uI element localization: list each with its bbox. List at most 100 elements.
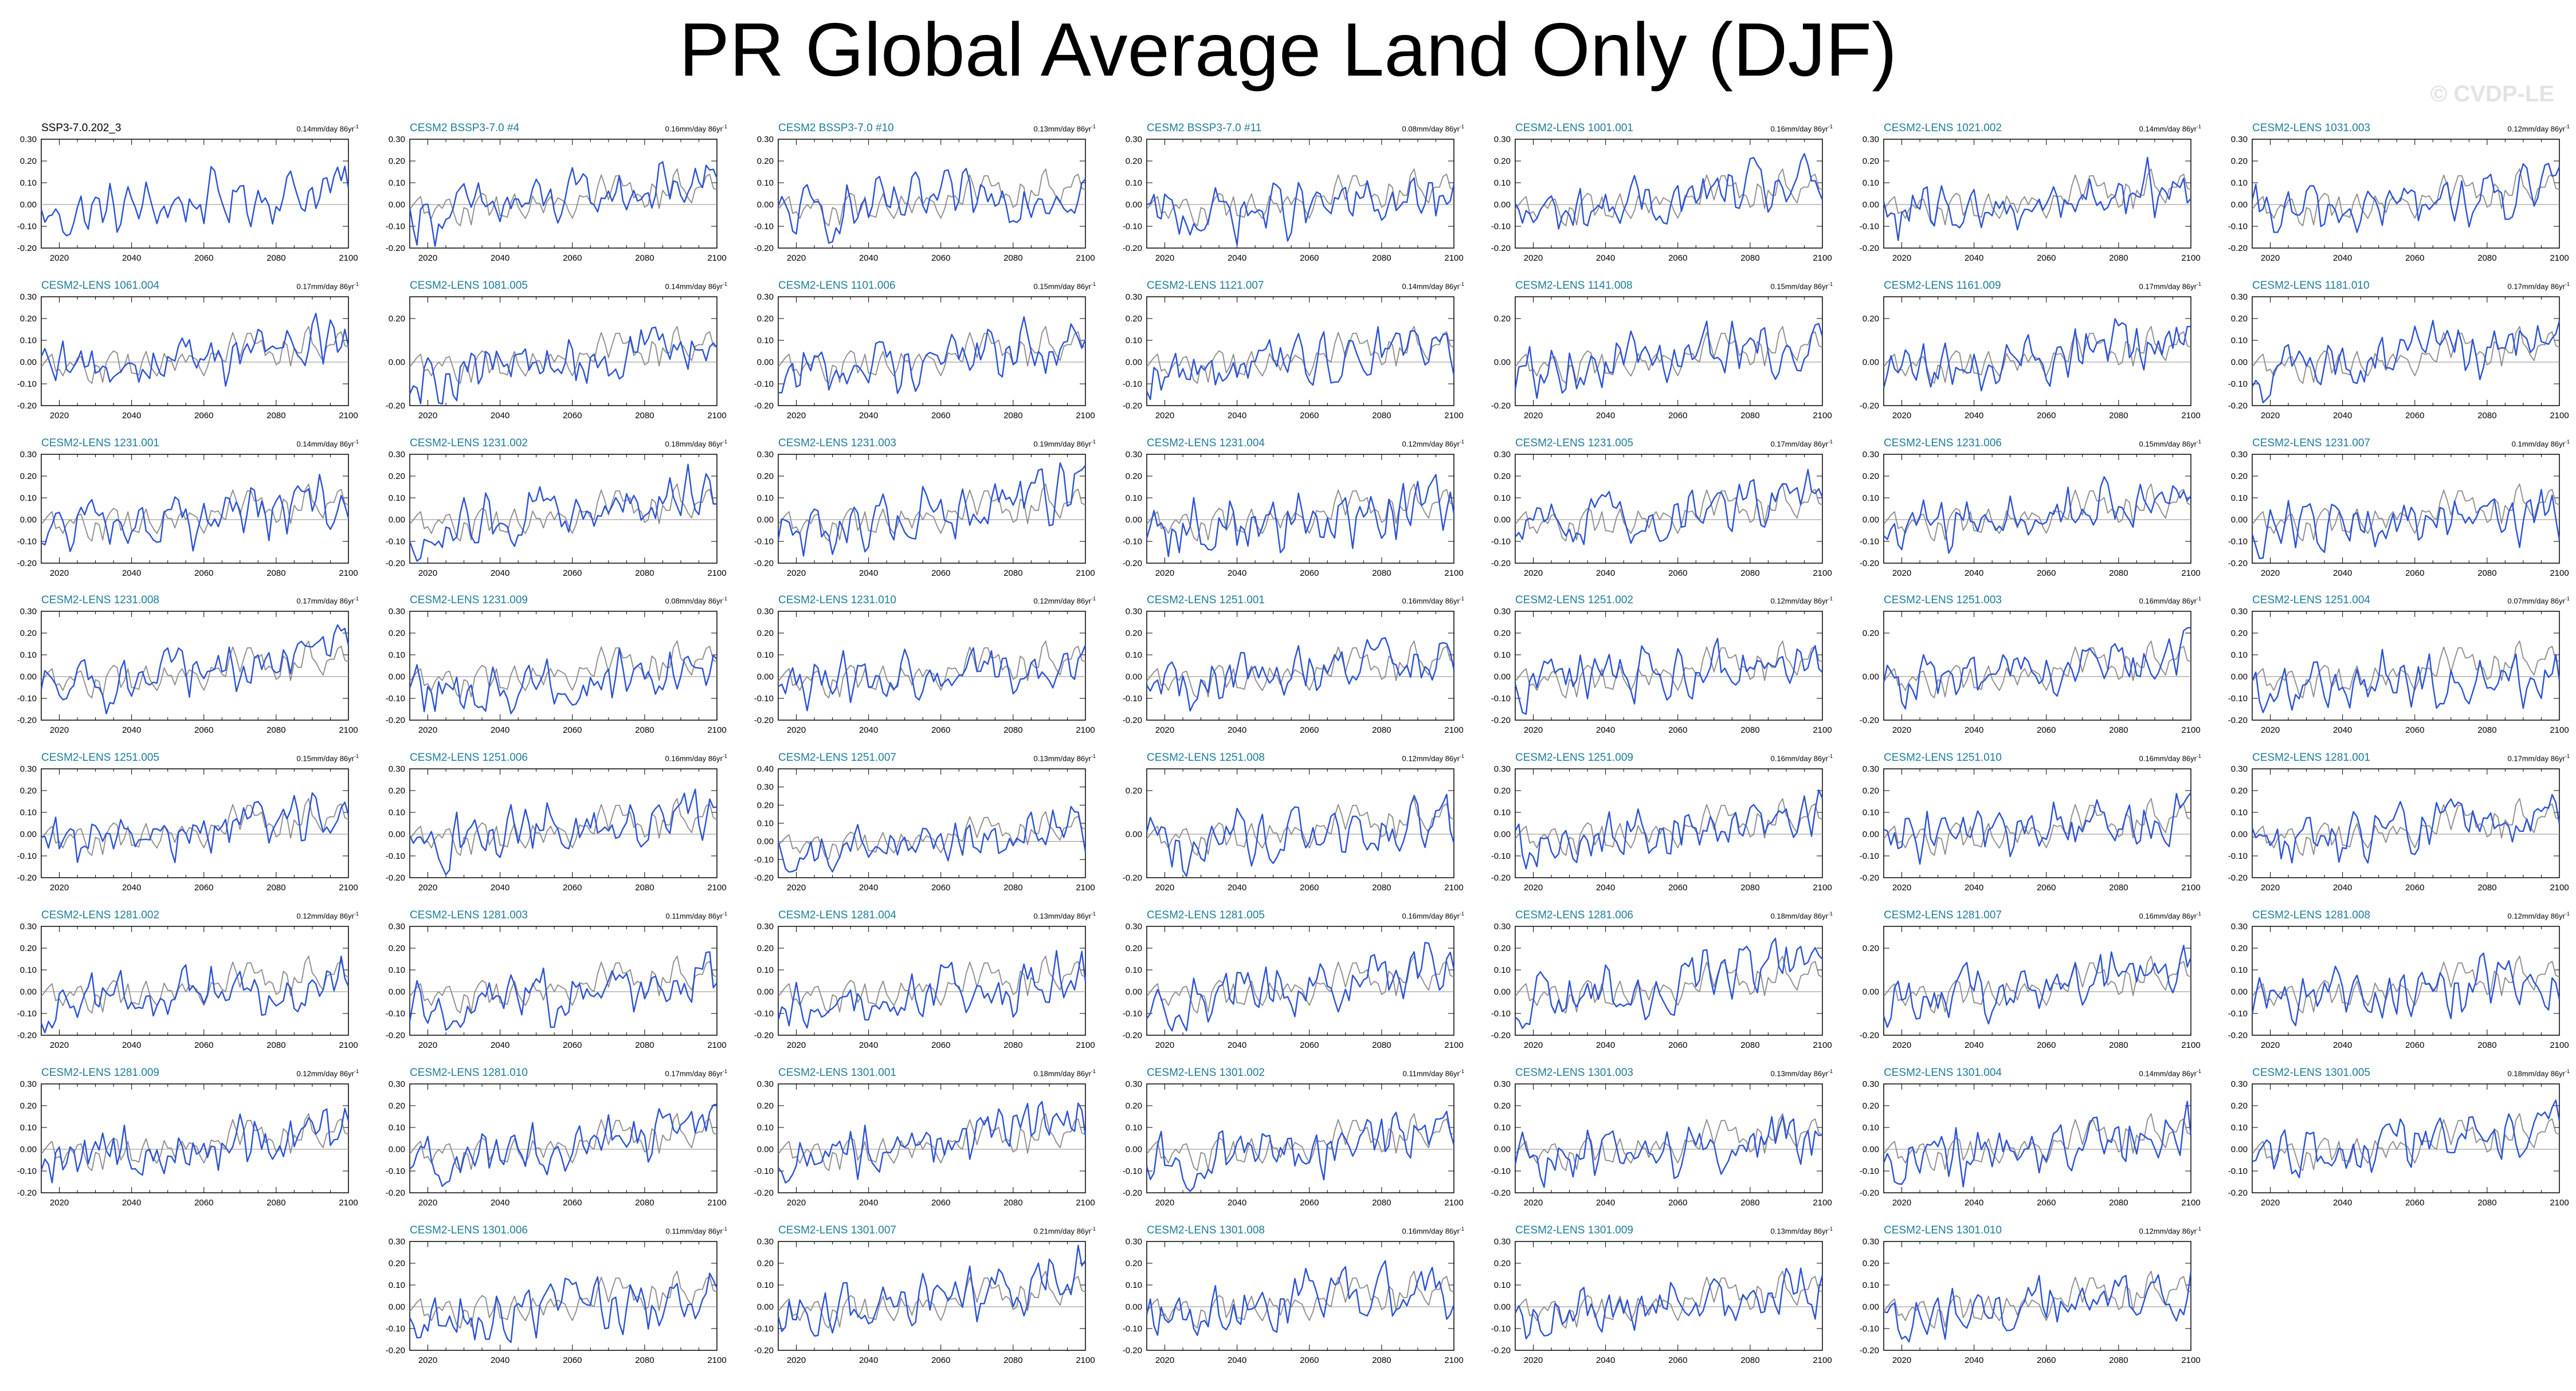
x-tick-label: 2040 <box>491 883 509 893</box>
y-tick-label: 0.10 <box>1863 1123 1879 1133</box>
x-tick-label: 2020 <box>50 883 69 893</box>
axes-frame <box>1515 1241 1823 1351</box>
y-tick-label: -0.20 <box>2228 716 2248 725</box>
y-tick-label: 0.20 <box>20 314 37 324</box>
chart-title: CESM2-LENS 1301.010 <box>1884 1224 2002 1236</box>
observation-series-line <box>409 956 717 1014</box>
y-tick-label: -0.20 <box>386 243 405 253</box>
trend-label: 0.13mm/day 86yr-1 <box>1034 124 1096 133</box>
x-tick-label: 2100 <box>1444 1198 1463 1208</box>
y-tick-label: 0.20 <box>1126 1101 1142 1111</box>
axes-frame <box>1146 768 1454 878</box>
x-tick-label: 2020 <box>787 1198 806 1208</box>
x-tick-label: 2080 <box>2109 1198 2128 1208</box>
chart-svg: 2020 2040 2060 2080 2100 -0.20 -0.10 0.00 0.10 0.… <box>1491 1079 1832 1208</box>
trend-label: 0.11mm/day 86yr-1 <box>666 1226 727 1235</box>
x-tick-label: 2020 <box>1892 1040 1911 1050</box>
chart-panel: CESM2 BSSP3-7.0 #11 0.08mm/day 86yr-1 2020… <box>1105 122 1472 277</box>
chart-panel: CESM2-LENS 1301.010 0.12mm/day 86yr-1 2020… <box>1842 1224 2209 1379</box>
y-tick-label: -0.20 <box>1123 1031 1142 1040</box>
chart-panel: CESM2-LENS 1281.010 0.17mm/day 86yr-1 2020… <box>368 1067 735 1221</box>
chart-svg: 2020 2040 2060 2080 2100 -0.20 -0.10 0.00 0.10 0.… <box>2228 450 2569 578</box>
x-tick-label: 2060 <box>1300 411 1319 421</box>
x-tick-label: 2060 <box>194 1040 213 1050</box>
y-tick-label: 0.20 <box>1494 786 1511 796</box>
x-tick-label: 2100 <box>1076 1198 1095 1208</box>
y-tick-label: -0.10 <box>754 222 774 231</box>
axes-frame <box>409 768 717 878</box>
y-tick-label: 0.30 <box>1126 1079 1142 1089</box>
trend-label: 0.12mm/day 86yr-1 <box>2139 1226 2201 1235</box>
chart-title: CESM2-LENS 1251.005 <box>41 752 159 764</box>
trend-label: 0.12mm/day 86yr-1 <box>297 911 359 920</box>
y-tick-label: 0.10 <box>389 650 405 660</box>
x-tick-label: 2080 <box>635 1355 654 1365</box>
trend-exponent: -1 <box>722 596 727 602</box>
y-tick-label: 0.20 <box>757 944 774 953</box>
observation-series-line <box>2252 326 2560 384</box>
chart-panel: CESM2 BSSP3-7.0 #10 0.13mm/day 86yr-1 2020… <box>737 122 1104 277</box>
observation-series-line <box>1883 641 2191 699</box>
y-tick-label: -0.20 <box>2228 873 2248 883</box>
y-tick-label: 0.10 <box>1494 493 1511 503</box>
trend-label: 0.17mm/day 86yr-1 <box>297 596 359 605</box>
chart-svg: 2020 2040 2060 2080 2100 -0.20 -0.10 0.00 0.10 0.… <box>17 922 358 1050</box>
chart-panel: CESM2-LENS 1251.010 0.16mm/day 86yr-1 2020… <box>1842 752 2209 906</box>
y-tick-label: -0.10 <box>1123 1324 1142 1334</box>
y-tick-label: -0.20 <box>17 559 37 568</box>
y-tick-label: 0.40 <box>757 764 774 774</box>
x-tick-label: 2100 <box>339 411 358 421</box>
y-tick-label: 0.30 <box>1494 764 1511 774</box>
chart-title: CESM2-LENS 1281.004 <box>778 909 896 921</box>
y-tick-label: -0.20 <box>1860 1031 1879 1040</box>
trend-label: 0.15mm/day 86yr-1 <box>2139 439 2201 448</box>
y-tick-label: -0.10 <box>2228 379 2248 389</box>
y-tick-label: -0.10 <box>2228 851 2248 861</box>
chart-panel: CESM2-LENS 1281.009 0.12mm/day 86yr-1 2020… <box>0 1067 367 1221</box>
y-tick-label: 0.30 <box>757 292 774 302</box>
y-tick-label: 0.00 <box>1863 1302 1879 1312</box>
y-tick-label: 0.30 <box>1126 292 1142 302</box>
axes-frame <box>1515 1083 1823 1193</box>
x-tick-label: 2060 <box>1300 568 1319 578</box>
y-tick-label: 0.30 <box>1126 1237 1142 1247</box>
x-tick-label: 2020 <box>1892 253 1911 263</box>
y-tick-label: 0.20 <box>1863 314 1879 324</box>
y-tick-label: 0.20 <box>2231 786 2248 796</box>
x-tick-label: 2100 <box>339 725 358 735</box>
axes-frame <box>409 454 717 564</box>
trend-value: 0.13mm/day 86yr <box>1033 754 1091 763</box>
x-tick-label: 2020 <box>2261 1198 2280 1208</box>
x-tick-label: 2060 <box>2037 253 2056 263</box>
y-tick-label: 0.10 <box>1126 650 1142 660</box>
y-tick-label: -0.20 <box>386 716 405 725</box>
chart-svg: 2020 2040 2060 2080 2100 -0.20 -0.10 0.00 0.10 0.… <box>1860 764 2201 893</box>
chart-svg: 2020 2040 2060 2080 2100 -0.20 0.00 0.20 <box>1860 926 2201 1050</box>
trend-exponent: -1 <box>2196 1068 2201 1074</box>
x-tick-label: 2020 <box>1155 883 1174 893</box>
chart-svg: 2020 2040 2060 2080 2100 -0.20 0.00 0.20 <box>386 296 727 421</box>
y-tick-label: 0.20 <box>1494 314 1511 324</box>
chart-panel: CESM2-LENS 1231.003 0.19mm/day 86yr-1 2020… <box>737 437 1104 592</box>
x-tick-label: 2060 <box>194 883 213 893</box>
observation-series-line <box>1515 484 1823 542</box>
observation-series-line <box>1883 326 2191 384</box>
chart-panel: CESM2-LENS 1301.005 0.18mm/day 86yr-1 2020… <box>2211 1067 2576 1221</box>
trend-exponent: -1 <box>1459 281 1464 287</box>
axes-frame <box>41 926 349 1036</box>
trend-exponent: -1 <box>2196 596 2201 602</box>
axes-frame <box>2252 139 2560 249</box>
x-tick-label: 2020 <box>787 253 806 263</box>
chart-panel: CESM2-LENS 1231.005 0.17mm/day 86yr-1 2020… <box>1474 437 1841 592</box>
y-tick-label: 0.20 <box>757 314 774 324</box>
trend-label: 0.17mm/day 86yr-1 <box>2508 753 2570 763</box>
x-tick-label: 2080 <box>1372 725 1391 735</box>
axes-frame <box>1146 454 1454 564</box>
x-tick-label: 2040 <box>1596 883 1615 893</box>
trend-exponent: -1 <box>2565 439 2570 445</box>
observation-series-line <box>1146 1271 1454 1329</box>
y-tick-label: -0.10 <box>1491 222 1511 231</box>
x-tick-label: 2080 <box>1003 1198 1022 1208</box>
trend-value: 0.21mm/day 86yr <box>1033 1227 1091 1236</box>
chart-panel: CESM2-LENS 1301.008 0.16mm/day 86yr-1 2020… <box>1105 1224 1472 1379</box>
